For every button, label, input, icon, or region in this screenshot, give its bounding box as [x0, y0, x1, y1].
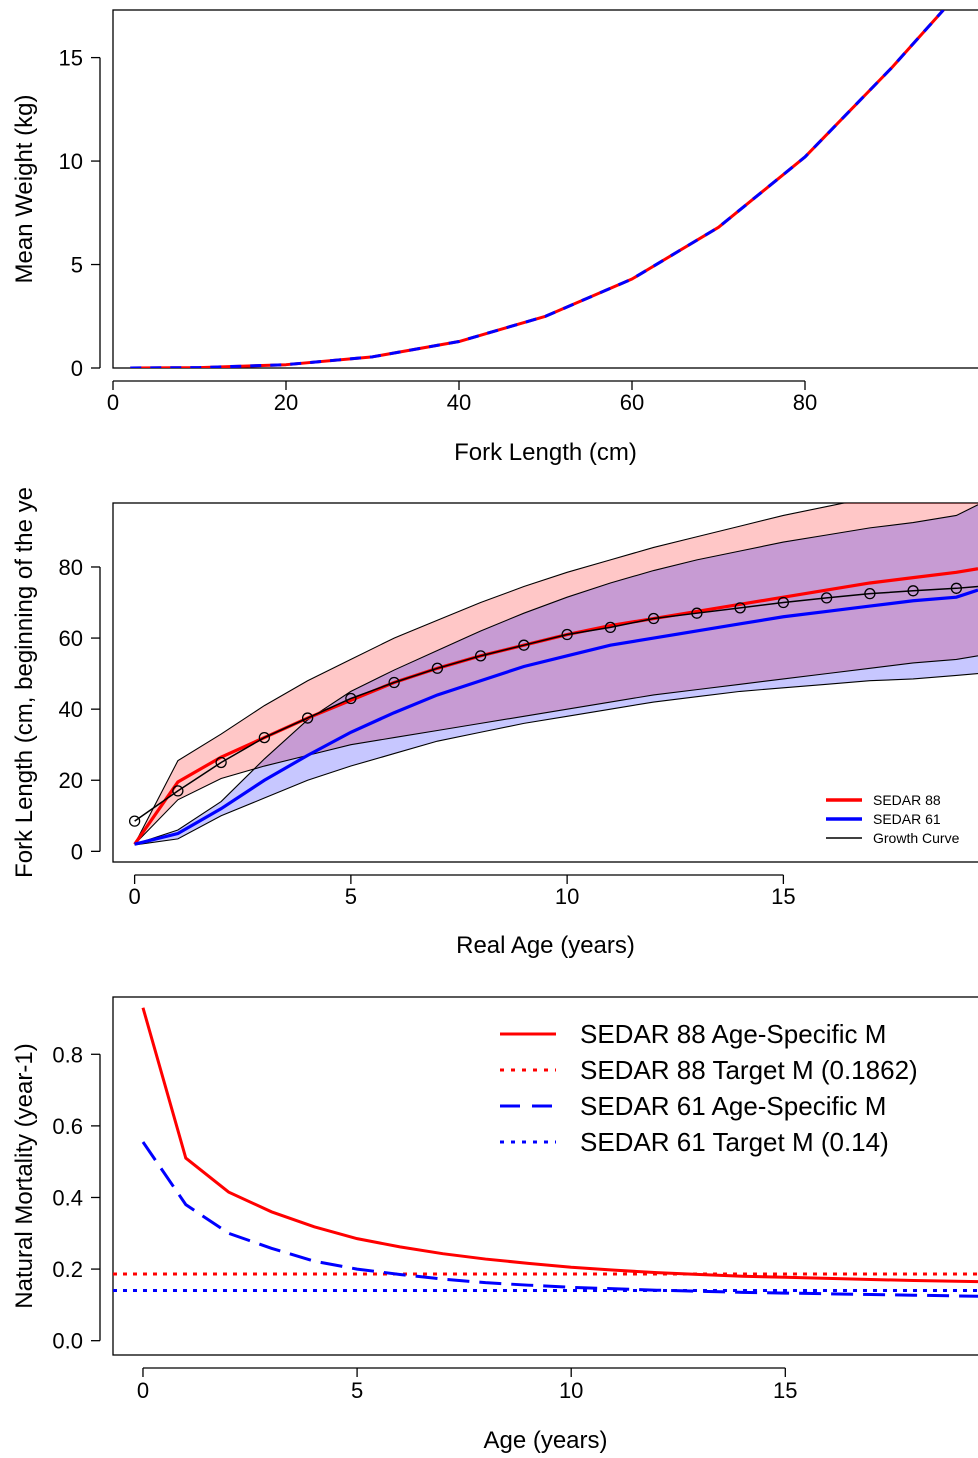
growth-point	[647, 612, 660, 625]
x-tick-label: 0	[137, 1378, 149, 1403]
y-tick-label: 0	[71, 839, 83, 864]
plot-frame	[112, 996, 978, 1356]
x-tick-label: 5	[351, 1378, 363, 1403]
plot-area	[113, 1007, 978, 1298]
x-tick-label: 10	[559, 1378, 583, 1403]
growth-point	[172, 785, 184, 797]
plot-area	[130, 10, 945, 368]
y-axis: 0.0 0.2 0.4 0.6 0.8	[52, 1042, 101, 1354]
plot-frame	[112, 502, 978, 863]
series-line-1	[130, 10, 945, 368]
y-tick-label: 15	[59, 46, 83, 71]
growth-point	[215, 756, 227, 769]
growth-point	[258, 731, 271, 744]
growth-point	[907, 585, 919, 597]
x-axis-label: Real Age (years)	[456, 932, 635, 959]
x-tick-label: 5	[345, 884, 357, 909]
legend-label: SEDAR 88 Age-Specific M	[580, 1019, 886, 1049]
y-tick-label: 40	[59, 697, 83, 722]
panel-3: 0 5 10 15 Age (years) 0.0 0.2 0.4 0.6 0.8 Natural …	[11, 996, 978, 1454]
y-tick-label: 0.6	[52, 1114, 83, 1139]
legend-label: SEDAR 88 Target M (0.1862)	[580, 1055, 918, 1085]
x-tick-label: 40	[447, 390, 471, 415]
growth-point	[518, 639, 530, 651]
growth-point	[128, 815, 141, 827]
band-lower-edge-2	[134, 673, 978, 846]
growth-point	[820, 592, 833, 604]
growth-point	[604, 621, 617, 634]
series-line-2	[134, 588, 978, 846]
y-tick-label: 0.2	[52, 1257, 83, 1282]
x-tick-label: 20	[274, 390, 298, 415]
y-tick-label: 10	[59, 149, 83, 174]
y-tick-label: 0	[71, 356, 83, 381]
growth-point	[777, 596, 790, 609]
growth-point	[691, 607, 703, 619]
band-upper-edge-2	[134, 504, 978, 845]
x-tick-label: 60	[620, 390, 644, 415]
x-tick-label: 0	[129, 884, 141, 909]
growth-point	[950, 582, 963, 594]
x-axis: 0 5 10 15	[129, 874, 796, 909]
confidence-band-1	[134, 503, 978, 845]
legend: SEDAR 88 Age-Specific M SEDAR 88 Target M…	[500, 1019, 918, 1157]
y-tick-label: 0.0	[52, 1329, 83, 1354]
legend-label: SEDAR 61 Target M (0.14)	[580, 1127, 889, 1157]
y-tick-label: 20	[59, 768, 83, 793]
legend-label: Growth Curve	[873, 830, 960, 846]
y-tick-label: 5	[71, 253, 83, 278]
growth-point	[561, 628, 573, 641]
x-axis-label: Fork Length (cm)	[454, 439, 637, 466]
growth-point	[734, 602, 746, 614]
growth-point	[431, 662, 444, 674]
band-upper-edge-1	[134, 503, 847, 845]
growth-point	[474, 650, 487, 662]
series-line-2	[130, 10, 945, 368]
legend-label: SEDAR 61	[873, 811, 941, 827]
panel-1: 0 20 40 60 80 Fork Length (cm) 0 5 10 15 Mean Weig…	[11, 9, 978, 466]
plot-area	[128, 503, 978, 846]
x-tick-label: 10	[555, 884, 579, 909]
confidence-band-2	[134, 504, 978, 845]
y-tick-label: 60	[59, 626, 83, 651]
series-line-3	[134, 585, 978, 822]
band-lower-edge-1	[134, 655, 978, 845]
growth-point	[864, 587, 876, 600]
x-tick-label: 80	[793, 390, 817, 415]
growth-point	[388, 676, 400, 689]
y-axis-label: Mean Weight (kg)	[11, 95, 38, 284]
y-axis-label: Natural Mortality (year-1)	[11, 1043, 38, 1308]
legend: SEDAR 88 SEDAR 61 Growth Curve	[826, 792, 960, 846]
legend-label: SEDAR 61 Age-Specific M	[580, 1091, 886, 1121]
plot-frame	[112, 9, 978, 369]
y-tick-label: 0.8	[52, 1042, 83, 1067]
growth-point	[301, 712, 314, 724]
y-axis: 0 20 40 60 80	[59, 555, 101, 864]
legend-label: SEDAR 88	[873, 792, 941, 808]
x-tick-label: 15	[773, 1378, 797, 1403]
x-axis-label: Age (years)	[483, 1427, 607, 1454]
x-axis: 0 5 10 15	[137, 1367, 798, 1403]
x-axis: 0 20 40 60 80	[107, 380, 817, 415]
panel-2: 0 5 10 15 Real Age (years) 0 20 40 60 80 Fork Leng…	[11, 487, 978, 959]
y-axis-label: Fork Length (cm, beginning of the ye	[11, 487, 38, 878]
x-tick-label: 15	[771, 884, 795, 909]
y-tick-label: 80	[59, 555, 83, 580]
x-tick-label: 0	[107, 390, 119, 415]
y-axis: 0 5 10 15	[59, 46, 101, 381]
series-line-3	[141, 1141, 978, 1298]
y-tick-label: 0.4	[52, 1185, 83, 1210]
series-line-1	[141, 1007, 978, 1284]
growth-point	[345, 692, 357, 705]
